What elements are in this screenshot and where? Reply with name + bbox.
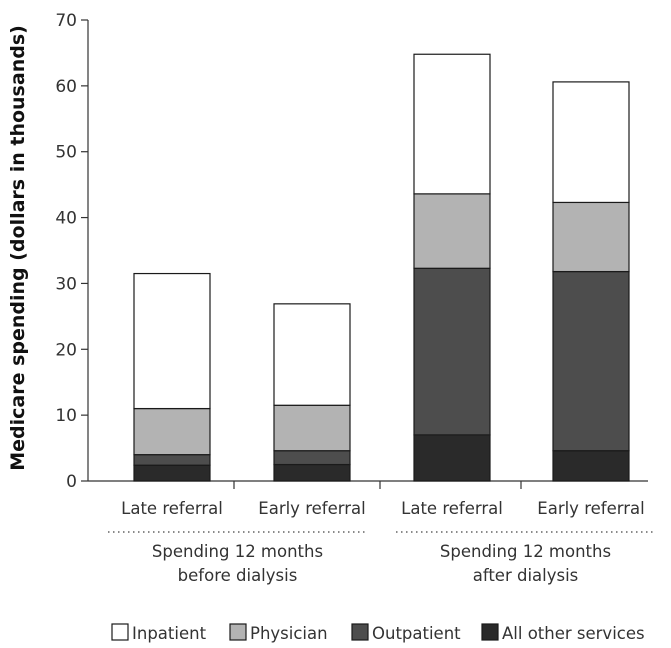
y-tick-label: 20 [55, 340, 77, 360]
category-label: Early referral [537, 499, 644, 518]
legend-swatch [481, 623, 499, 641]
bar-segment [273, 450, 351, 466]
bar-segment [552, 450, 630, 482]
bars [133, 53, 630, 482]
y-tick-label: 60 [55, 77, 77, 97]
y-tick-label: 30 [55, 274, 77, 294]
bar-segment [552, 81, 630, 204]
y-tick-label: 10 [55, 406, 77, 426]
category-label: Late referral [401, 499, 503, 518]
group-label: after dialysis [473, 566, 579, 585]
legend: Inpatient Physician Outpatient All other se… [111, 623, 645, 643]
legend-label: Inpatient [132, 624, 207, 643]
legend-swatch [229, 623, 247, 641]
legend-label: All other services [502, 624, 645, 643]
y-tick-label: 40 [55, 209, 77, 229]
bar-segment [133, 454, 211, 466]
category-label: Early referral [258, 499, 365, 518]
group-label: before dialysis [178, 566, 298, 585]
category-label: Late referral [121, 499, 223, 518]
group-label: Spending 12 months [440, 542, 611, 561]
axes: 0 10 20 30 40 50 60 70 [55, 11, 648, 492]
bar-segment [413, 53, 491, 195]
y-tick-label: 0 [66, 472, 77, 492]
bar-segment [552, 270, 630, 452]
y-tick-label: 70 [55, 11, 77, 31]
bar-segment [133, 407, 211, 456]
bar-segment [413, 267, 491, 436]
y-axis-label: Medicare spending (dollars in thousands) [7, 25, 29, 471]
bar-segment [273, 303, 351, 406]
bar-segment [133, 272, 211, 410]
bar-segment [273, 404, 351, 452]
bar-segment [413, 434, 491, 482]
legend-label: Physician [250, 624, 328, 643]
legend-swatch [351, 623, 369, 641]
bar-segment [133, 464, 211, 482]
legend-label: Outpatient [372, 624, 461, 643]
y-tick-label: 50 [55, 143, 77, 163]
bar-segment [552, 201, 630, 273]
x-axis-labels: Late referral Early referral Late referral… [108, 499, 655, 585]
bar-segment [273, 463, 351, 482]
group-label: Spending 12 months [152, 542, 323, 561]
legend-swatch [111, 623, 129, 641]
bar-segment [413, 193, 491, 269]
